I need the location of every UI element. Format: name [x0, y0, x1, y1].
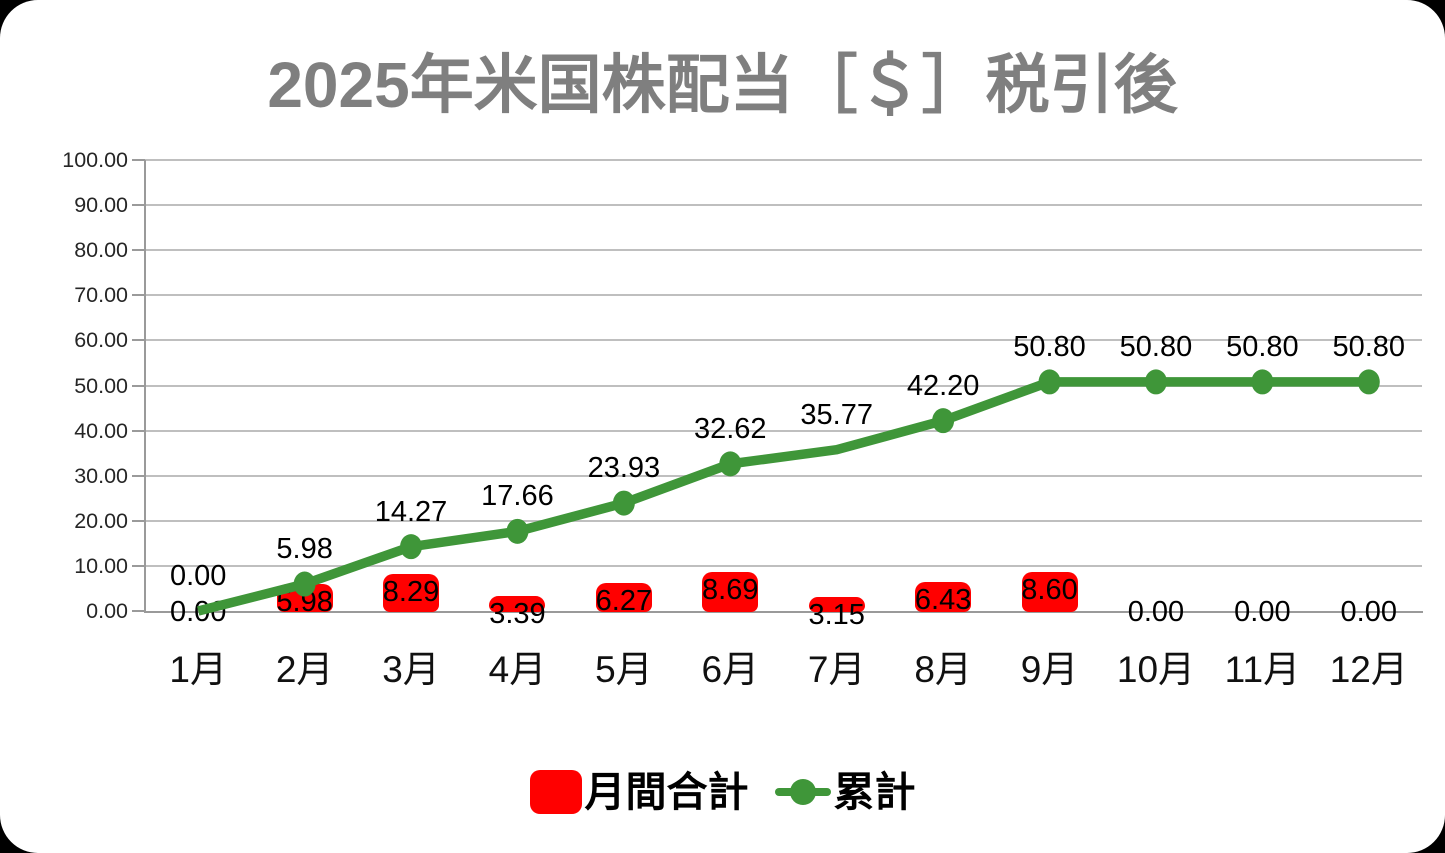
- legend-item-monthly-total: 月間合計: [529, 769, 749, 815]
- x-axis-label: 9月: [1020, 649, 1079, 690]
- x-axis-label: 2月: [275, 649, 334, 690]
- y-axis-tick-mark: [132, 610, 145, 612]
- y-axis-tick-label: 60.00: [74, 328, 128, 353]
- y-axis-tick-label: 40.00: [74, 418, 128, 443]
- legend-line-dot: [789, 779, 816, 805]
- bar: [915, 582, 972, 612]
- y-gridline: [145, 474, 1422, 477]
- y-axis-tick-label: 0.00: [86, 599, 128, 623]
- x-axis-label: 5月: [595, 649, 653, 690]
- x-axis-label: 12月: [1329, 649, 1408, 690]
- y-gridline: [145, 159, 1422, 161]
- x-axis-label: 1月: [169, 649, 227, 690]
- cumulative-value-label: 5.98: [276, 533, 333, 566]
- x-axis-label: 11月: [1224, 649, 1301, 690]
- legend-item-cumulative: 累計: [774, 769, 916, 815]
- y-axis-tick-mark: [132, 339, 145, 342]
- y-axis-tick-label: 30.00: [74, 463, 128, 488]
- bar-value-label: 0.00: [1127, 596, 1185, 628]
- x-axis-line: [144, 611, 1423, 613]
- y-axis-tick-mark: [132, 564, 145, 567]
- y-gridline: [145, 384, 1422, 387]
- cumulative-line: [197, 377, 1369, 616]
- legend-bar-swatch-icon: [529, 770, 582, 814]
- bar-value-label: 3.39: [489, 597, 546, 630]
- bar-value-label: 6.43: [914, 584, 972, 616]
- line-marker: [612, 490, 635, 516]
- bar: [489, 595, 546, 612]
- y-axis-tick-mark: [132, 204, 145, 207]
- y-axis-line: [144, 160, 146, 613]
- line-marker: [400, 534, 423, 560]
- cumulative-value-label: 0.00: [169, 560, 227, 592]
- bar-value-label: 0.00: [1234, 596, 1291, 628]
- y-axis-tick-label: 50.00: [74, 373, 128, 398]
- y-axis-tick-mark: [132, 249, 145, 252]
- x-axis-label: 3月: [382, 649, 440, 690]
- cumulative-value-label: 23.93: [587, 452, 661, 485]
- y-gridline: [145, 204, 1422, 207]
- line-marker: [932, 408, 955, 434]
- line-marker: [1038, 369, 1061, 395]
- cumulative-value-label: 50.80: [1332, 330, 1406, 363]
- y-gridline: [145, 339, 1422, 342]
- cumulative-value-label: 50.80: [1013, 330, 1086, 363]
- cumulative-line-svg: [197, 369, 1380, 616]
- bar-value-label: 8.29: [382, 575, 440, 608]
- cumulative-value-label: 50.80: [1119, 330, 1193, 363]
- x-axis-label: 8月: [914, 649, 972, 690]
- x-axis-label: 6月: [701, 649, 760, 690]
- x-axis-label: 4月: [488, 649, 547, 690]
- line-marker: [1357, 369, 1380, 395]
- cumulative-value-label: 17.66: [481, 480, 554, 513]
- y-gridline: [145, 294, 1422, 297]
- cumulative-value-label: 14.27: [374, 495, 448, 528]
- y-axis-tick-label: 10.00: [74, 553, 128, 578]
- page-title: 2025年米国株配当［＄］税引後: [267, 49, 1178, 121]
- bar: [702, 571, 759, 612]
- y-axis-tick-mark: [132, 159, 145, 161]
- legend-label-monthly-total: 月間合計: [584, 769, 749, 815]
- cumulative-value-label: 32.62: [693, 412, 767, 445]
- legend-line-marker-icon: [774, 770, 831, 814]
- bar-value-label: 8.69: [702, 573, 759, 606]
- line-marker: [293, 571, 316, 597]
- y-axis-tick-mark: [132, 384, 145, 387]
- legend-label-cumulative: 累計: [833, 769, 916, 815]
- y-gridline: [145, 249, 1422, 252]
- y-axis-tick-label: 70.00: [74, 283, 128, 308]
- bar: [383, 573, 440, 612]
- y-gridline: [145, 429, 1422, 432]
- bar-value-label: 6.27: [595, 584, 653, 617]
- bar: [595, 582, 652, 612]
- y-axis-tick-mark: [132, 294, 145, 297]
- y-gridline: [145, 564, 1422, 567]
- y-axis-tick-label: 80.00: [74, 238, 128, 263]
- y-axis-tick-mark: [132, 519, 145, 522]
- line-marker: [1251, 369, 1274, 395]
- y-axis-tick-mark: [132, 474, 145, 477]
- legend: 月間合計 累計: [0, 770, 1445, 814]
- line-marker: [1144, 369, 1167, 395]
- y-axis-tick-label: 20.00: [74, 508, 128, 533]
- bar-value-label: 8.60: [1021, 574, 1078, 607]
- line-marker: [719, 451, 742, 477]
- y-axis-tick-mark: [132, 429, 145, 432]
- x-axis-label: 10月: [1116, 649, 1196, 690]
- cumulative-value-label: 42.20: [906, 369, 980, 402]
- y-gridline: [145, 519, 1422, 522]
- bar-value-label: 3.15: [808, 598, 865, 631]
- cumulative-value-label: 35.77: [800, 398, 873, 431]
- x-axis-label: 7月: [807, 649, 866, 690]
- line-marker: [506, 518, 529, 544]
- bar: [808, 596, 865, 612]
- y-axis-tick-label: 100.00: [62, 148, 128, 172]
- bar-value-label: 0.00: [1340, 596, 1397, 628]
- y-axis-tick-label: 90.00: [74, 193, 128, 218]
- bar: [1021, 572, 1078, 612]
- cumulative-value-label: 50.80: [1226, 330, 1299, 363]
